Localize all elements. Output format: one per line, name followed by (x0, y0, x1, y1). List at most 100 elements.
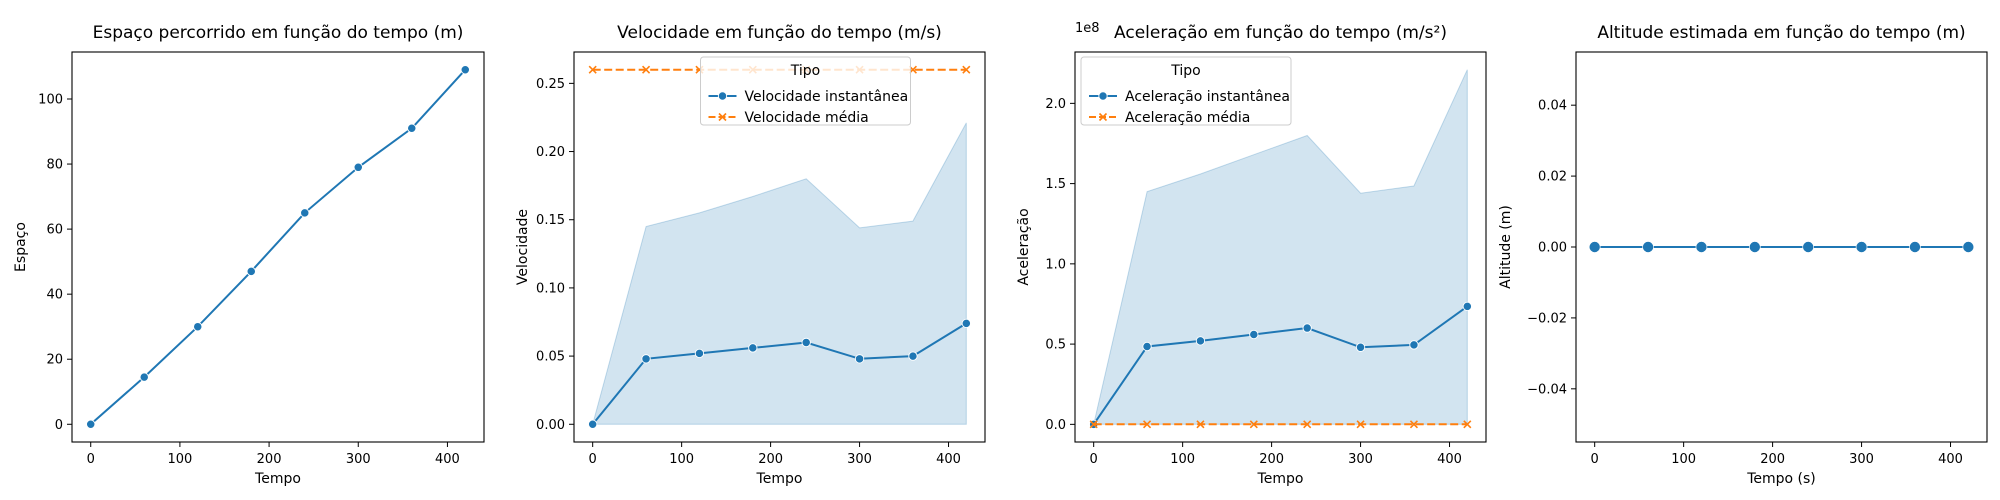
y-tick-label: 0.25 (536, 77, 565, 92)
confidence-band (592, 122, 967, 425)
data-point (962, 65, 971, 74)
legend-title: Tipo (790, 63, 820, 79)
legend: Tipo Velocidade instantânea Velocidade méd… (700, 56, 911, 126)
data-point (908, 351, 918, 361)
legend-box (1080, 56, 1292, 126)
data-point (407, 123, 417, 133)
y-tick-label: 0.02 (1538, 170, 1567, 185)
legend: Tipo Aceleração instantânea Aceleração méd… (1080, 56, 1292, 126)
x-tick-label: 0 (1090, 452, 1098, 467)
y-tick-label: 0.0 (1045, 418, 1066, 433)
data-point (1142, 341, 1152, 352)
x-axis-label: Tempo (1257, 471, 1304, 487)
data-point (748, 343, 758, 353)
data-point (1962, 241, 1975, 253)
y-tick-label: 0 (55, 418, 63, 433)
data-point (1249, 329, 1259, 340)
data-point (1462, 301, 1472, 312)
chart-title: Altitude estimada em função do tempo (m) (1597, 23, 1965, 43)
data-point (1588, 241, 1601, 253)
x-tick-label: 200 (1760, 452, 1785, 467)
data-point (1409, 340, 1419, 350)
x-tick-label: 400 (936, 452, 961, 467)
data-point (1802, 241, 1814, 253)
y-tick-label: 0.10 (536, 281, 565, 296)
data-point (86, 419, 96, 429)
y-tick-label: 0.04 (1538, 99, 1567, 114)
data-point (1855, 241, 1868, 253)
x-tick-label: 300 (1348, 452, 1373, 467)
x-tick-label: 200 (257, 452, 282, 467)
y-tick-label: 1.0 (1045, 257, 1066, 272)
x-axis-label: Tempo (756, 471, 803, 487)
data-point (1249, 420, 1258, 429)
legend-marker (1098, 91, 1108, 101)
data-point (588, 419, 598, 429)
legend-marker (718, 112, 727, 122)
data-point (193, 322, 203, 332)
x-tick-label: 200 (758, 452, 783, 467)
y-axis-label: Espaço (13, 222, 29, 272)
x-tick-label: 200 (1259, 452, 1284, 467)
y-tick-label: 80 (46, 158, 63, 173)
x-tick-label: 100 (1170, 452, 1195, 467)
y-tick-label: −0.04 (1527, 382, 1567, 397)
series-line-1 (591, 322, 967, 425)
data-point (1695, 241, 1708, 253)
data-point (1196, 420, 1205, 429)
y-tick-label: 100 (38, 93, 63, 108)
chart-title: Aceleração em função do tempo (m/s²) (1114, 23, 1447, 43)
data-point (588, 65, 597, 74)
legend-label: Velocidade média (745, 110, 869, 126)
legend-label: Aceleração instantânea (1125, 89, 1290, 105)
legend-label: Aceleração média (1125, 110, 1250, 126)
data-point (246, 266, 256, 277)
legend-marker (1098, 112, 1108, 122)
y-tick-label: 60 (46, 223, 63, 238)
x-tick-label: 300 (1849, 452, 1874, 467)
plot-frame (573, 51, 986, 443)
x-tick-label: 400 (1437, 452, 1462, 467)
y-tick-label: 1.5 (1045, 177, 1066, 192)
data-point (801, 337, 811, 348)
x-tick-label: 0 (87, 452, 95, 467)
chart-title: Velocidade em função do tempo (m/s) (617, 23, 942, 43)
y-tick-label: 0.15 (536, 213, 565, 228)
x-tick-label: 400 (1938, 452, 1963, 467)
data-point (641, 354, 651, 364)
data-point (1195, 336, 1206, 346)
data-point (353, 162, 363, 172)
y-tick-label: 0.05 (536, 350, 565, 365)
x-axis-label: Tempo (254, 471, 301, 487)
x-tick-label: 0 (1591, 452, 1599, 467)
legend-label: Velocidade instantânea (745, 89, 909, 105)
data-point (1302, 323, 1312, 333)
data-point (300, 208, 310, 218)
y-tick-label: 40 (46, 288, 63, 303)
data-point (1463, 420, 1472, 429)
subplot-4: 0 100 200 300 400 −0.04 −0.02 0.00 0.02 0.04 Altit… (1498, 23, 1988, 487)
y-axis-label: Aceleração (1016, 208, 1032, 285)
data-point (694, 348, 705, 359)
y-tick-label: 0.20 (536, 145, 565, 160)
legend-title: Tipo (1170, 63, 1200, 79)
legend-box (700, 56, 911, 126)
y-tick-label: 0.00 (536, 418, 565, 433)
plot-frame (1074, 51, 1487, 443)
legend-marker (717, 91, 728, 101)
x-tick-label: 100 (669, 452, 694, 467)
data-point (1303, 420, 1312, 429)
y-axis-offset-label: 1e8 (1075, 21, 1100, 36)
data-point (139, 372, 149, 382)
data-point (1749, 241, 1761, 253)
data-point (460, 65, 470, 75)
data-point (961, 318, 971, 329)
subplot-1: 0 100 200 300 400 0 20 40 60 80 100 Espaço percorri… (13, 23, 485, 487)
data-point (1355, 342, 1366, 352)
series-line-1 (90, 69, 467, 426)
y-tick-label: 0.00 (1538, 241, 1567, 256)
y-tick-label: 2.0 (1045, 97, 1066, 112)
data-point (1142, 420, 1152, 429)
series-line-1 (1092, 305, 1468, 425)
